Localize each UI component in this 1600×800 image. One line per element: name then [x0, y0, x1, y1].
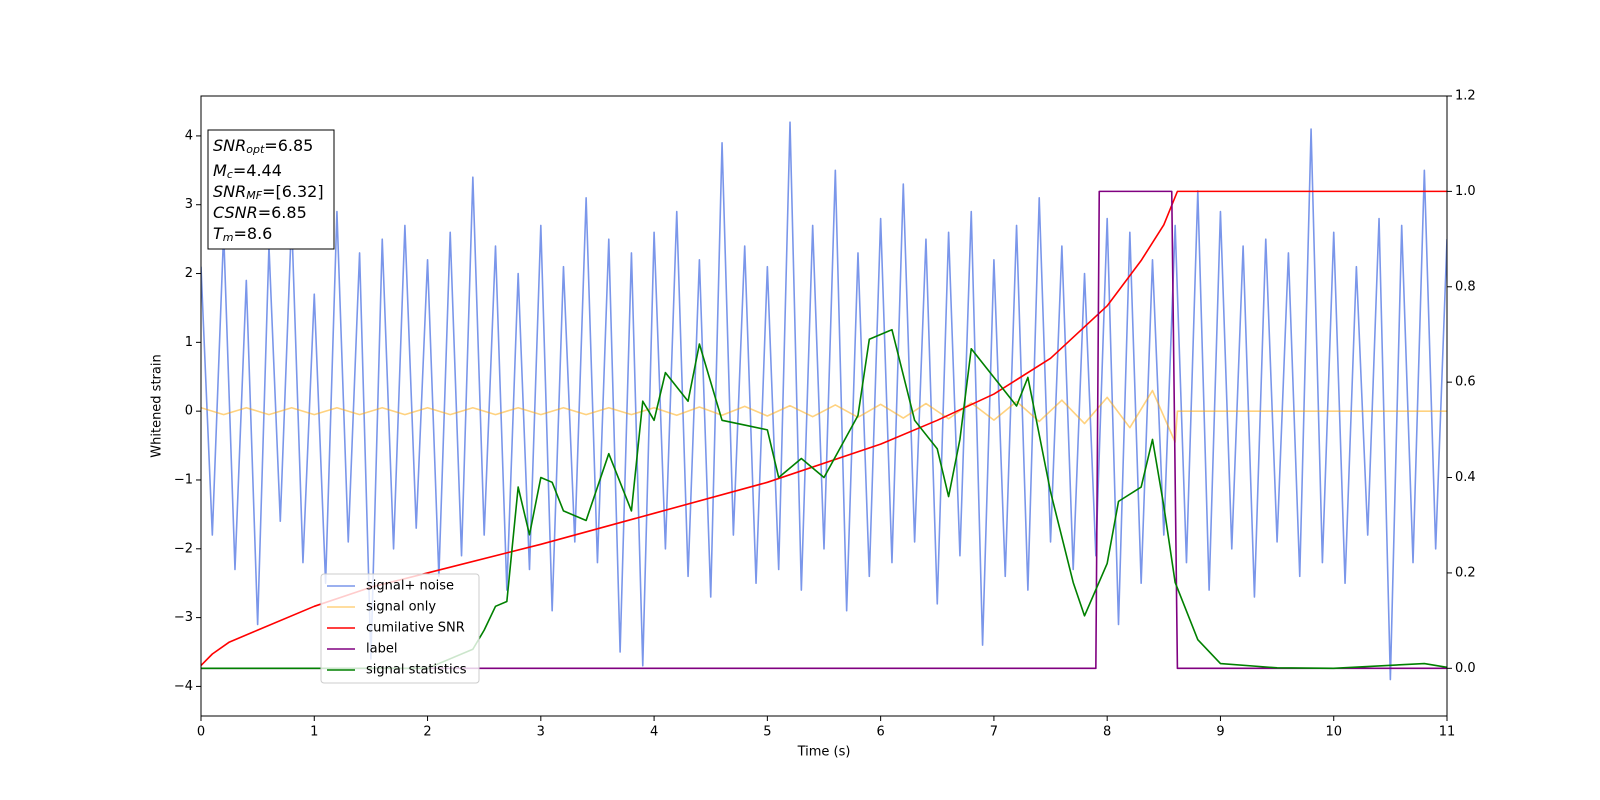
- legend-label: signal statistics: [366, 663, 467, 678]
- annotation-base: SNR: [213, 182, 246, 201]
- annotation-base: CSNR: [213, 203, 258, 222]
- annotation-base: T: [213, 224, 224, 243]
- legend-label: signal+ noise: [366, 579, 454, 594]
- x-tick-label: 1: [310, 725, 318, 740]
- annotation-sub: c: [227, 168, 233, 181]
- series-line: [201, 389, 1447, 443]
- y2-tick-label: 0.4: [1455, 470, 1476, 485]
- annotation-base: M: [213, 161, 227, 180]
- series-line: [201, 121, 1447, 681]
- series-line: [201, 328, 1447, 670]
- y2-tick-label: 0.0: [1455, 661, 1476, 676]
- y-tick-label: 2: [185, 266, 193, 281]
- series-line: [201, 190, 1447, 667]
- annotation-value: =[6.32]: [262, 182, 324, 201]
- x-tick-label: 8: [1103, 725, 1111, 740]
- x-tick-label: 2: [423, 725, 431, 740]
- legend-frame: [320, 573, 480, 684]
- y-tick-label: 4: [185, 128, 193, 143]
- legend: signal+ noise signal only cumilative SNR la…: [320, 573, 480, 684]
- x-tick-label: 11: [1439, 725, 1456, 740]
- annotation-line: SNRopt=6.85: [213, 136, 313, 157]
- y2-tick-label: 0.2: [1455, 565, 1476, 580]
- y-tick-label: 1: [185, 335, 193, 350]
- annotation-line: Tm=8.6: [213, 224, 272, 245]
- y-tick-label: −3: [174, 610, 193, 625]
- annotation-value: =6.85: [264, 136, 313, 155]
- series-line: [201, 190, 1447, 670]
- x-tick-label: 9: [1216, 725, 1224, 740]
- annotation-base: SNR: [213, 136, 246, 155]
- annotation-line: SNRMF=[6.32]: [213, 182, 324, 203]
- y2-tick-label: 1.2: [1455, 89, 1476, 104]
- x-tick-label: 3: [537, 725, 545, 740]
- annotation-value: =8.6: [234, 224, 273, 243]
- y2-tick-label: 0.6: [1455, 375, 1476, 390]
- y-tick-label: 3: [185, 197, 193, 212]
- y-tick-label: −4: [174, 679, 193, 694]
- y-tick-label: −1: [174, 472, 193, 487]
- legend-label: label: [366, 642, 397, 657]
- x-tick-label: 0: [197, 725, 205, 740]
- annotation-sub: MF: [246, 189, 262, 202]
- legend-label: cumilative SNR: [366, 621, 465, 636]
- annotation-line: Mc=4.44: [213, 161, 282, 182]
- y-axis-label: Whitened strain: [150, 354, 165, 457]
- annotation-box: SNRopt=6.85Mc=4.44SNRMF=[6.32]CSNR=6.85T…: [207, 129, 335, 250]
- y2-tick-label: 1.0: [1455, 184, 1476, 199]
- x-tick-label: 5: [763, 725, 771, 740]
- x-tick-label: 4: [650, 725, 658, 740]
- annotation-frame: [207, 129, 335, 250]
- x-tick-label: 6: [876, 725, 884, 740]
- annotation-value: =4.44: [233, 161, 282, 180]
- annotation-value: =6.85: [258, 203, 307, 222]
- plot-area: [201, 121, 1447, 681]
- x-tick-label: 7: [990, 725, 998, 740]
- axes-frame: [200, 95, 1448, 717]
- y-tick-label: −2: [174, 541, 193, 556]
- legend-label: signal only: [366, 600, 436, 615]
- annotation-sub: m: [223, 231, 234, 244]
- x-axis-label: Time (s): [797, 745, 851, 760]
- y-tick-label: 0: [185, 404, 193, 419]
- y2-tick-label: 0.8: [1455, 279, 1476, 294]
- x-tick-label: 10: [1325, 725, 1342, 740]
- annotation-line: CSNR=6.85: [213, 203, 307, 222]
- annotation-sub: opt: [246, 143, 265, 156]
